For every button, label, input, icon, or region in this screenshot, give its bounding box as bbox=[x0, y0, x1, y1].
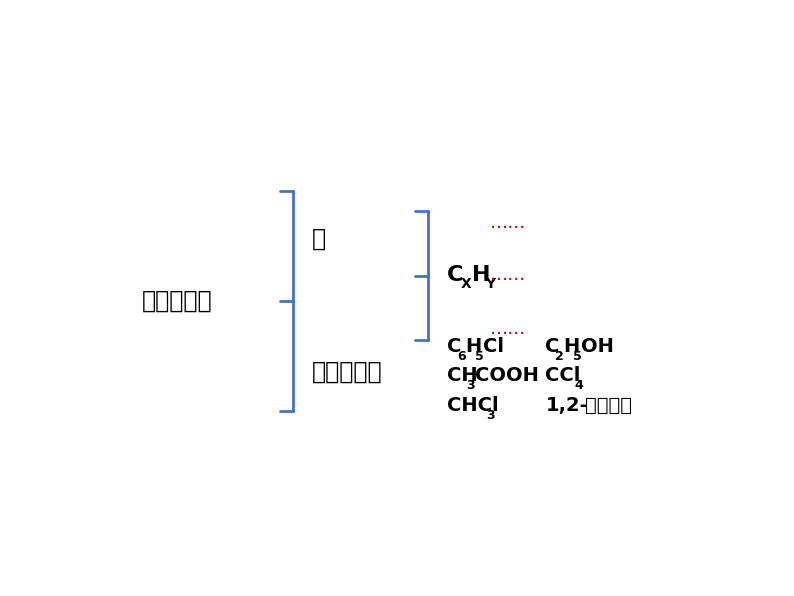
Text: X: X bbox=[461, 278, 471, 291]
Text: C: C bbox=[447, 337, 461, 356]
Text: Y: Y bbox=[485, 278, 495, 291]
Text: 二溴乙烷: 二溴乙烷 bbox=[584, 396, 632, 415]
Text: CHCl: CHCl bbox=[447, 396, 499, 415]
Text: 有机化合物: 有机化合物 bbox=[142, 289, 213, 313]
Text: 5: 5 bbox=[573, 350, 582, 364]
Text: ……: …… bbox=[490, 319, 526, 337]
Text: CCl: CCl bbox=[545, 367, 580, 385]
Text: 3: 3 bbox=[486, 409, 495, 422]
Text: 烃: 烃 bbox=[311, 227, 326, 251]
Text: C: C bbox=[545, 337, 560, 356]
Text: H: H bbox=[563, 337, 580, 356]
Text: COOH: COOH bbox=[475, 367, 538, 385]
Text: 3: 3 bbox=[467, 380, 476, 392]
Text: H: H bbox=[464, 337, 481, 356]
Text: 6: 6 bbox=[457, 350, 465, 364]
Text: H: H bbox=[472, 265, 490, 285]
Text: 2: 2 bbox=[555, 350, 564, 364]
Text: Cl: Cl bbox=[483, 337, 503, 356]
Text: ……: …… bbox=[490, 214, 526, 232]
Text: C: C bbox=[447, 265, 463, 285]
Text: OH: OH bbox=[581, 337, 614, 356]
Text: ……: …… bbox=[490, 266, 526, 284]
Text: 4: 4 bbox=[575, 380, 584, 392]
Text: CH: CH bbox=[447, 367, 477, 385]
Text: 烃的衍生物: 烃的衍生物 bbox=[311, 360, 382, 384]
Text: 5: 5 bbox=[475, 350, 484, 364]
Text: 1,2-: 1,2- bbox=[545, 396, 588, 415]
